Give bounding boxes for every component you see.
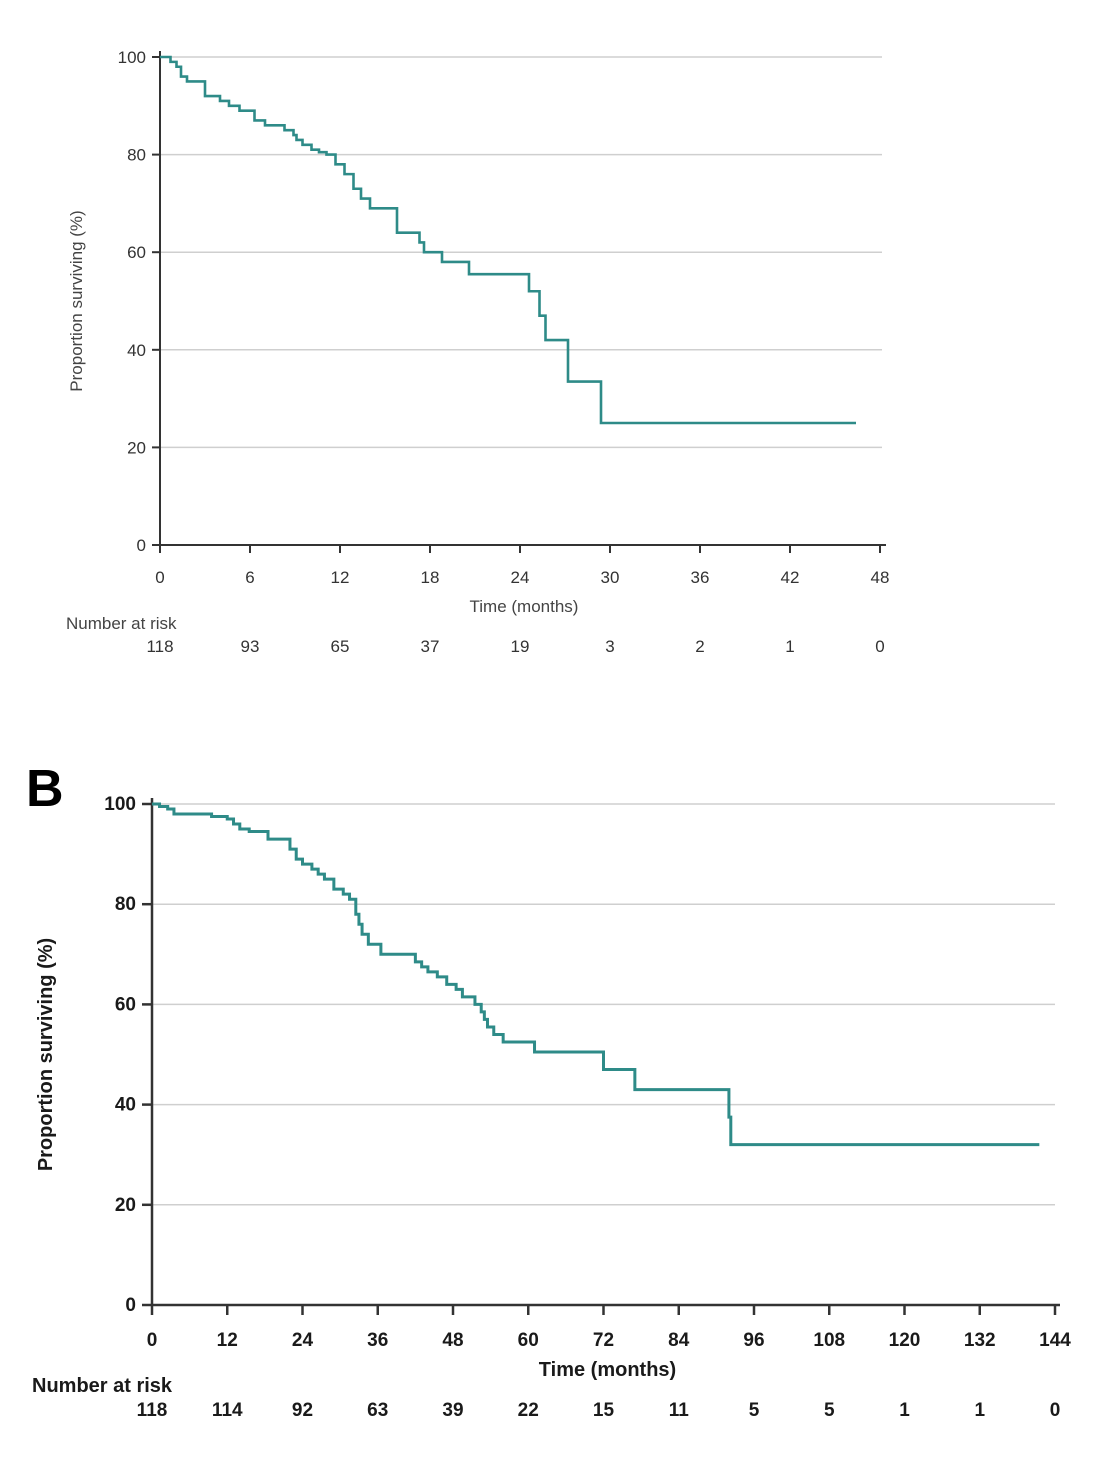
y-tick-label: 40 — [127, 341, 146, 360]
panel-label: B — [26, 760, 64, 818]
y-tick-label: 60 — [115, 994, 136, 1015]
number-at-risk-value: 63 — [367, 1400, 388, 1421]
x-tick-label: 132 — [964, 1330, 996, 1351]
y-tick-label: 80 — [127, 146, 146, 165]
x-tick-label: 48 — [871, 568, 890, 587]
y-tick-label: 40 — [115, 1095, 136, 1116]
x-tick-label: 96 — [743, 1330, 764, 1351]
number-at-risk-value: 19 — [511, 637, 530, 656]
x-tick-label: 0 — [147, 1330, 158, 1351]
number-at-risk-label: Number at risk — [66, 614, 177, 633]
number-at-risk-value: 93 — [241, 637, 260, 656]
number-at-risk-value: 92 — [292, 1400, 313, 1421]
x-tick-label: 120 — [889, 1330, 921, 1351]
x-tick-label: 84 — [668, 1330, 690, 1351]
x-tick-label: 24 — [511, 568, 530, 587]
number-at-risk-value: 11 — [669, 1400, 690, 1421]
x-tick-label: 42 — [781, 568, 800, 587]
number-at-risk-value: 5 — [824, 1400, 835, 1421]
x-axis-title: Time (months) — [470, 597, 579, 616]
y-axis-title: Proportion surviving (%) — [35, 938, 57, 1171]
chart-panel-b: 0 20 40 60 80 100 0 12 24 36 48 60 72 84 96 108 120 132 14… — [26, 760, 1071, 1421]
number-at-risk-value: 1 — [974, 1400, 985, 1421]
number-at-risk-value: 65 — [331, 637, 350, 656]
number-at-risk-value: 5 — [749, 1400, 760, 1421]
x-tick-label: 36 — [367, 1330, 388, 1351]
x-tick-label: 24 — [292, 1330, 314, 1351]
y-tick-label: 20 — [115, 1195, 136, 1216]
number-at-risk-value: 39 — [442, 1400, 463, 1421]
x-tick-label: 0 — [155, 568, 164, 587]
number-at-risk-value: 0 — [1050, 1400, 1061, 1421]
y-tick-label: 100 — [118, 48, 146, 67]
number-at-risk-value: 1 — [899, 1400, 910, 1421]
x-tick-label: 6 — [245, 568, 254, 587]
number-at-risk-value: 2 — [695, 637, 704, 656]
number-at-risk-label: Number at risk — [32, 1375, 173, 1397]
y-axis-title: Proportion surviving (%) — [67, 210, 86, 391]
y-tick-label: 60 — [127, 243, 146, 262]
x-tick-label: 144 — [1039, 1330, 1071, 1351]
number-at-risk-value: 114 — [212, 1400, 243, 1421]
y-tick-label: 80 — [115, 894, 136, 915]
y-tick-label: 0 — [125, 1295, 136, 1316]
x-tick-label: 12 — [331, 568, 350, 587]
y-tick-label: 100 — [104, 794, 136, 815]
x-tick-label: 108 — [813, 1330, 845, 1351]
x-tick-label: 12 — [217, 1330, 238, 1351]
number-at-risk-value: 37 — [421, 637, 440, 656]
number-at-risk-value: 118 — [137, 1400, 168, 1421]
y-tick-label: 20 — [127, 438, 146, 457]
number-at-risk-value: 3 — [605, 637, 614, 656]
number-at-risk-value: 15 — [593, 1400, 615, 1421]
number-at-risk-value: 0 — [875, 637, 884, 656]
number-at-risk-value: 1 — [785, 637, 794, 656]
x-tick-label: 60 — [518, 1330, 539, 1351]
x-tick-label: 18 — [421, 568, 440, 587]
survival-curve — [152, 802, 1040, 1147]
y-tick-label: 0 — [137, 536, 146, 555]
x-axis-title: Time (months) — [539, 1359, 676, 1381]
number-at-risk-value: 22 — [518, 1400, 539, 1421]
x-tick-label: 48 — [442, 1330, 463, 1351]
x-tick-label: 72 — [593, 1330, 614, 1351]
number-at-risk-value: 118 — [146, 637, 173, 656]
x-tick-label: 30 — [601, 568, 620, 587]
survival-curve — [160, 55, 856, 425]
x-tick-label: 36 — [691, 568, 710, 587]
